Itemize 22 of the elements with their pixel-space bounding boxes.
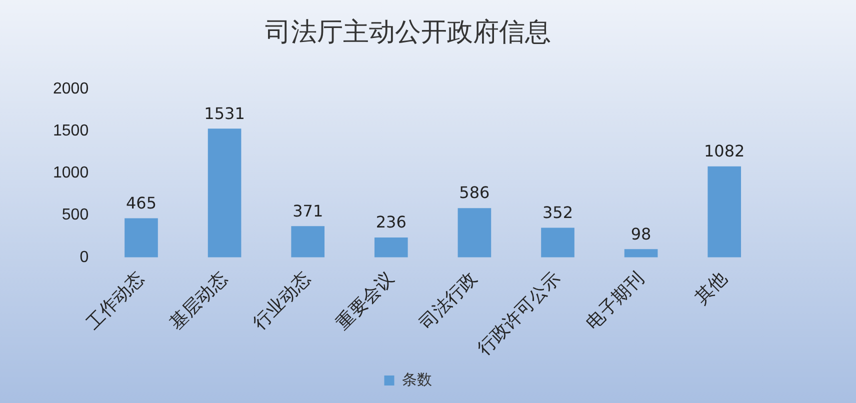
x-tick-label: 电子期刊: [582, 268, 648, 334]
data-label: 352: [542, 202, 574, 222]
y-tick-label: 0: [80, 248, 89, 266]
data-label: 586: [459, 183, 490, 202]
chart-title: 司法厅主动公开政府信息: [265, 17, 551, 48]
x-tick-label: 基层动态: [166, 268, 231, 334]
data-label: 465: [126, 193, 157, 212]
x-tick-label: 重要会议: [332, 268, 398, 334]
legend-label: 条数: [402, 372, 432, 389]
data-label: 98: [630, 224, 652, 244]
y-tick-label: 500: [62, 206, 89, 224]
x-tick-label: 行业动态: [249, 268, 314, 334]
data-label: 1531: [204, 104, 245, 123]
y-tick-label: 1500: [53, 122, 89, 140]
data-label: 371: [292, 201, 324, 220]
data-label: 1082: [704, 142, 745, 161]
data-label: 236: [376, 212, 406, 232]
x-tick-label: 其他: [691, 268, 731, 308]
y-tick-label: 1000: [53, 164, 89, 182]
x-tick-label: 工作动态: [82, 268, 148, 334]
x-tick-label: 司法行政: [416, 268, 481, 334]
y-tick-label: 2000: [53, 80, 89, 98]
